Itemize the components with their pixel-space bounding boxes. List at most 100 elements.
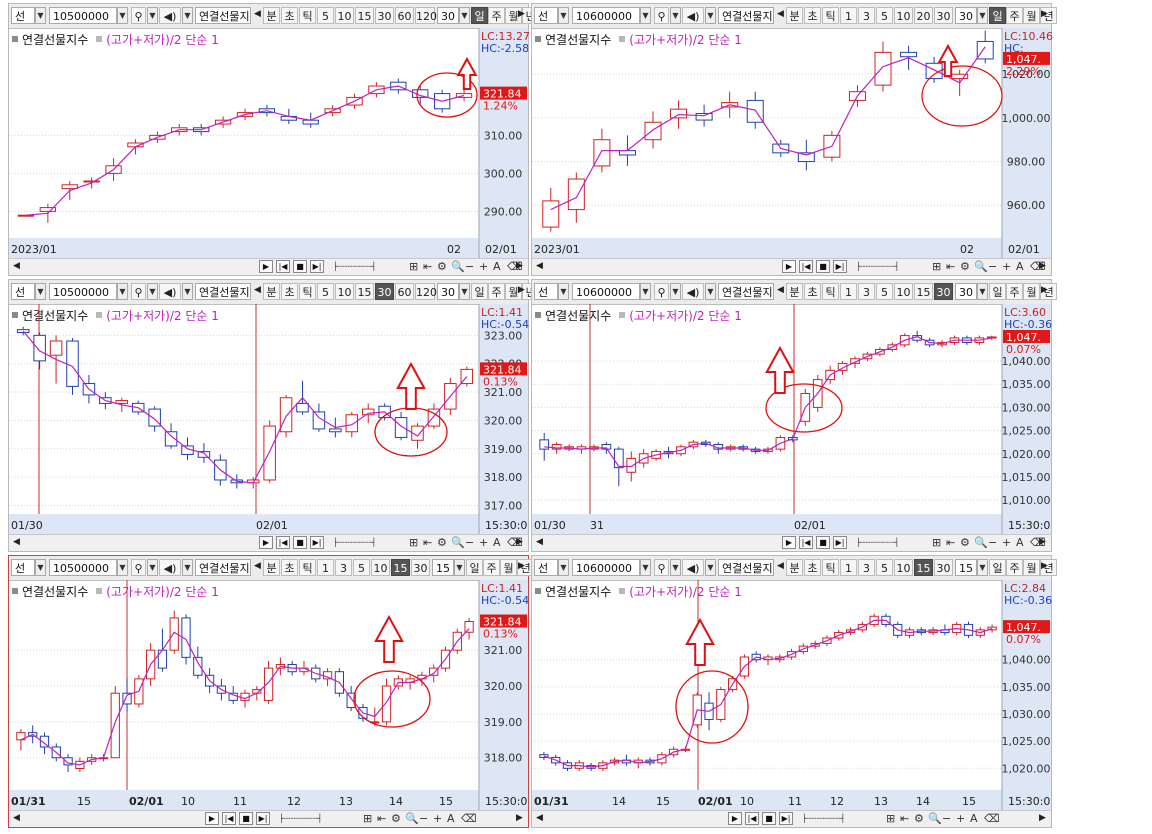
last-icon[interactable]: ▶|: [833, 536, 847, 549]
eraser-icon[interactable]: ⌫: [1030, 536, 1046, 549]
scroll-right-icon[interactable]: ▶: [1041, 561, 1048, 571]
speaker-icon[interactable]: ◀): [159, 559, 181, 576]
range-button-년[interactable]: 년: [1040, 7, 1057, 24]
range-button-주[interactable]: 주: [1006, 7, 1023, 24]
last-icon[interactable]: ▶|: [256, 812, 270, 825]
scrollbar-left-arrow-icon[interactable]: ◀: [536, 537, 543, 547]
range-button-주[interactable]: 주: [488, 283, 505, 300]
chart-type-select[interactable]: 선: [11, 559, 35, 576]
period-button-10[interactable]: 10: [335, 283, 354, 300]
zoom-icon[interactable]: 🔍: [974, 260, 988, 273]
zoom-out-icon[interactable]: −: [988, 260, 998, 273]
speaker-dropdown-icon[interactable]: ▼: [705, 7, 716, 24]
period-button-분[interactable]: 분: [786, 7, 803, 24]
chart-type-dropdown-icon[interactable]: ▼: [558, 7, 569, 24]
chart-type-select[interactable]: 선: [534, 559, 558, 576]
scroll-left-icon[interactable]: ◀: [777, 561, 784, 571]
zoom-in-icon[interactable]: +: [956, 812, 966, 825]
eraser-icon[interactable]: ⌫: [461, 812, 477, 825]
play-icon[interactable]: ▶: [728, 812, 742, 825]
text-tool-icon[interactable]: A: [1016, 536, 1024, 549]
range-button-월[interactable]: 월: [1023, 559, 1040, 576]
range-button-일[interactable]: 일: [989, 283, 1006, 300]
eraser-icon[interactable]: ⌫: [1030, 260, 1046, 273]
text-tool-icon[interactable]: A: [447, 812, 455, 825]
range-button-주[interactable]: 주: [1006, 559, 1023, 576]
range-button-일[interactable]: 일: [471, 283, 488, 300]
period-button-10[interactable]: 10: [894, 283, 913, 300]
scroll-left-icon[interactable]: ◀: [254, 285, 261, 295]
speaker-icon[interactable]: ◀): [682, 559, 704, 576]
instrument-code-dropdown-icon[interactable]: ▼: [640, 283, 651, 300]
chart-type-dropdown-icon[interactable]: ▼: [35, 283, 46, 300]
first-icon[interactable]: |◀: [745, 812, 759, 825]
eraser-icon[interactable]: ⌫: [984, 812, 1000, 825]
period-button-5[interactable]: 5: [876, 559, 893, 576]
range-button-년[interactable]: 년: [1040, 283, 1057, 300]
period-button-30[interactable]: 30: [934, 559, 953, 576]
candlestick-chart[interactable]: 321.00 320.00 319.00 318.00 01/31 15 02/01 10 11…: [9, 580, 530, 812]
scrollbar-left-arrow-icon[interactable]: ◀: [536, 261, 543, 271]
scroll-left-icon[interactable]: ◀: [254, 561, 261, 571]
scroll-left-icon[interactable]: ◀: [254, 9, 261, 19]
instrument-code-dropdown-icon[interactable]: ▼: [640, 7, 651, 24]
period-button-초[interactable]: 초: [804, 559, 821, 576]
period-button-120[interactable]: 120: [415, 7, 437, 24]
range-button-월[interactable]: 월: [500, 559, 517, 576]
search-icon[interactable]: ⚲: [654, 7, 669, 24]
settings-icon[interactable]: ⚙: [960, 260, 970, 273]
chart-type-dropdown-icon[interactable]: ▼: [558, 283, 569, 300]
search-icon[interactable]: ⚲: [654, 559, 669, 576]
last-icon[interactable]: ▶|: [310, 260, 324, 273]
stop-icon[interactable]: ■: [762, 812, 776, 825]
period-button-5[interactable]: 5: [317, 7, 334, 24]
instrument-code-dropdown-icon[interactable]: ▼: [117, 283, 128, 300]
instrument-code-input[interactable]: 10600000: [572, 7, 640, 24]
last-icon[interactable]: ▶|: [833, 260, 847, 273]
scroll-right-icon[interactable]: ▶: [518, 561, 525, 571]
period-value-input[interactable]: 30: [437, 7, 459, 24]
candlestick-chart[interactable]: 1,040.00 1,035.00 1,030.00 1,025.00 1,020.00…: [532, 580, 1053, 812]
crosshair-icon[interactable]: ⇤: [946, 536, 956, 549]
period-button-초[interactable]: 초: [281, 559, 298, 576]
scrollbar-left-arrow-icon[interactable]: ◀: [13, 813, 20, 823]
period-button-60[interactable]: 60: [395, 7, 414, 24]
chart-type-dropdown-icon[interactable]: ▼: [558, 559, 569, 576]
instrument-code-input[interactable]: 10600000: [572, 283, 640, 300]
range-button-월[interactable]: 월: [1023, 283, 1040, 300]
period-button-15[interactable]: 15: [914, 283, 933, 300]
period-value-dropdown-icon[interactable]: ▼: [977, 283, 988, 300]
play-icon[interactable]: ▶: [205, 812, 219, 825]
period-button-분[interactable]: 분: [263, 283, 280, 300]
period-value-input[interactable]: 15: [955, 559, 977, 576]
search-dropdown-icon[interactable]: ▼: [670, 283, 681, 300]
period-button-5[interactable]: 5: [876, 283, 893, 300]
period-value-input[interactable]: 30: [955, 7, 977, 24]
period-button-3[interactable]: 3: [858, 283, 875, 300]
period-button-초[interactable]: 초: [281, 7, 298, 24]
crosshair-icon[interactable]: ⇤: [900, 812, 910, 825]
scroll-right-icon[interactable]: ▶: [518, 285, 525, 295]
settings-icon[interactable]: ⚙: [391, 812, 401, 825]
period-button-1[interactable]: 1: [317, 559, 334, 576]
stop-icon[interactable]: ■: [293, 536, 307, 549]
period-value-input[interactable]: 30: [437, 283, 459, 300]
range-button-월[interactable]: 월: [505, 7, 522, 24]
period-button-60[interactable]: 60: [395, 283, 414, 300]
period-button-30[interactable]: 30: [375, 7, 394, 24]
scroll-right-icon[interactable]: ▶: [518, 9, 525, 19]
range-button-월[interactable]: 월: [1023, 7, 1040, 24]
search-dropdown-icon[interactable]: ▼: [670, 7, 681, 24]
speaker-dropdown-icon[interactable]: ▼: [705, 559, 716, 576]
crosshair-icon[interactable]: ⇤: [946, 260, 956, 273]
instrument-code-dropdown-icon[interactable]: ▼: [117, 7, 128, 24]
zoom-icon[interactable]: 🔍: [928, 812, 942, 825]
chart-type-select[interactable]: 선: [11, 283, 35, 300]
period-button-초[interactable]: 초: [281, 283, 298, 300]
stop-icon[interactable]: ■: [293, 260, 307, 273]
period-button-3[interactable]: 3: [858, 7, 875, 24]
scrollbar-right-arrow-icon[interactable]: ▶: [1039, 261, 1046, 271]
zoom-slider[interactable]: ├┄┄┄┄┄┄┄┤: [333, 262, 377, 271]
period-button-초[interactable]: 초: [804, 7, 821, 24]
scrollbar-left-arrow-icon[interactable]: ◀: [536, 813, 543, 823]
